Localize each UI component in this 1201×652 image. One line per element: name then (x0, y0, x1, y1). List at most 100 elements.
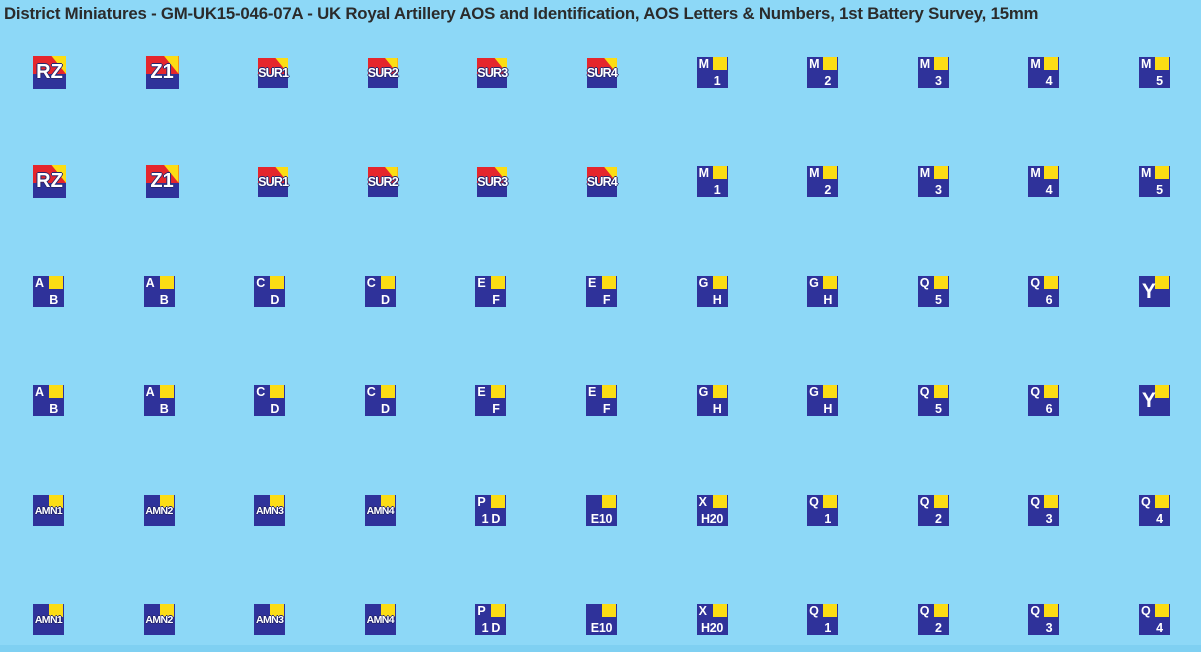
decal-amn4: AMN4 (364, 604, 396, 635)
yellow-corner-square (1044, 495, 1059, 508)
decal-sur2: SUR2 (367, 57, 399, 88)
badge-text: F (492, 293, 500, 307)
blue-stripe (145, 182, 179, 198)
yellow-corner-square (712, 166, 727, 179)
badge-text: 3 (934, 74, 942, 88)
badge-text: C (256, 385, 266, 399)
badge-text: Q (919, 604, 930, 618)
badge-text: 5 (1156, 183, 1164, 197)
decal-e10: E10 (585, 495, 617, 526)
badge-text: E (587, 276, 597, 290)
badge-text: Z1 (150, 170, 174, 192)
yellow-corner-square (601, 495, 616, 508)
badge-text: 1 D (481, 621, 501, 635)
badge-text: P (477, 495, 486, 509)
badge-text: A (35, 385, 45, 399)
badge-text: M (698, 166, 709, 180)
yellow-corner-square (601, 276, 616, 289)
badge-text: X (698, 604, 707, 618)
badge-text: M (698, 57, 709, 71)
decal-z1: Z1 (145, 165, 179, 198)
decal-amn1: AMN1 (33, 604, 64, 635)
yellow-corner-square (933, 166, 948, 179)
badge-text: C (256, 276, 266, 290)
badge-text: Q (809, 604, 819, 618)
yellow-corner-square (159, 495, 174, 508)
badge-text: Q (919, 495, 930, 509)
yellow-corner-square (1044, 166, 1059, 179)
badge-text: H (712, 402, 722, 416)
badge-text: A (35, 276, 45, 290)
yellow-corner-square (823, 604, 838, 617)
blue-stripe (367, 182, 398, 197)
badge-text: SUR4 (586, 174, 618, 189)
badge-text: P (477, 604, 486, 618)
badge-text: F (492, 402, 500, 416)
badge-text: E (587, 385, 597, 399)
yellow-corner-square (491, 385, 506, 398)
blue-stripe (367, 73, 398, 88)
badge-text: 4 (1045, 183, 1053, 197)
badge-text: Z1 (150, 61, 174, 83)
decal-sur1: SUR1 (258, 166, 289, 197)
yellow-corner-square (1154, 57, 1169, 70)
yellow-corner-square (933, 276, 948, 289)
blue-stripe (145, 73, 179, 89)
yellow-corner-square (712, 495, 727, 508)
badge-text: 4 (1156, 621, 1164, 635)
yellow-corner-square (159, 276, 174, 289)
badge-text: C (366, 385, 376, 399)
blue-stripe (586, 73, 617, 88)
badge-text: 2 (934, 621, 942, 635)
badge-text: E10 (590, 512, 613, 526)
badge-text: Q (1030, 276, 1041, 290)
badge-text: G (809, 385, 819, 399)
decal-x-h20: X H20 (696, 495, 728, 526)
badge-text: 1 (713, 183, 721, 197)
decal-y: Y (1138, 276, 1170, 307)
yellow-corner-square (712, 57, 727, 70)
decal-p-1d: P 1 D (475, 495, 507, 526)
badge-text: F (602, 293, 611, 307)
badge-text: Y (1141, 279, 1156, 303)
yellow-corner-square (49, 276, 63, 289)
badge-text: 5 (1156, 74, 1164, 88)
bottom-edge (0, 645, 1201, 652)
badge-text: AMN2 (145, 504, 173, 517)
yellow-corner-square (823, 495, 838, 508)
badge-text: SUR3 (477, 65, 508, 80)
yellow-corner-square (712, 276, 727, 289)
badge-text: AMN4 (366, 613, 395, 626)
decal-e10: E10 (585, 604, 617, 635)
yellow-corner-square (380, 276, 395, 289)
badge-row: AMN1 AMN2 AMN3 AMN4 P 1 D E10 X H20 Q 1 Q 2 Q 3 Q 4 (33, 494, 1170, 527)
yellow-corner-square (380, 385, 395, 398)
decal-p-1d: P 1 D (475, 604, 507, 635)
badge-text: 3 (1045, 512, 1053, 526)
decal-sur3: SUR3 (477, 57, 508, 88)
yellow-corner-square (491, 276, 506, 289)
badge-text: A (145, 385, 155, 399)
badge-row: AMN1 AMN2 AMN3 AMN4 P 1 D E10 X H20 Q 1 Q 2 Q 3 Q 4 (33, 603, 1170, 636)
badge-text: H20 (701, 621, 724, 635)
badge-text: 3 (1045, 621, 1053, 635)
decal-rz: RZ (33, 165, 66, 198)
badge-text: M (809, 166, 820, 180)
blue-stripe (33, 182, 66, 198)
yellow-corner-square (491, 604, 506, 617)
badge-text: E10 (590, 621, 613, 635)
yellow-corner-square (159, 385, 174, 398)
